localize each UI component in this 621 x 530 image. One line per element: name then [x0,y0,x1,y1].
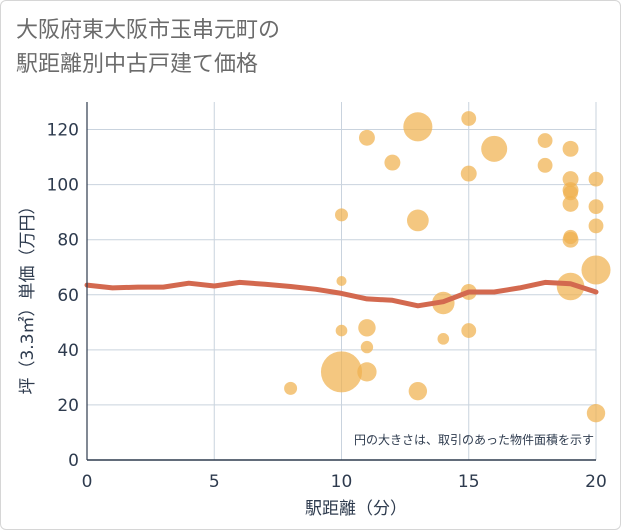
y-tick-label-100: 100 [47,176,79,196]
bubble-point [358,319,376,337]
x-tick-label-5: 5 [209,472,220,492]
y-tick-label-20: 20 [57,396,79,416]
bubble-point [336,275,347,287]
bubble-point [537,157,553,173]
bubble-point [563,185,578,201]
bubble-point [406,209,429,232]
bubble-point [284,381,298,395]
bubble-point [403,112,433,142]
bubble-point [437,333,450,345]
bubble-point [588,199,604,215]
x-tick-label-10: 10 [331,472,353,492]
bubble-series [284,111,611,423]
chart-title-line2: 駅距離別中古戸建て価格 [16,52,259,77]
bubble-point [358,129,375,146]
x-tick-label-0: 0 [82,472,93,492]
tick-labels: 0 20 40 60 80 100 120 0 5 10 15 20 [47,121,607,492]
axes [86,102,596,461]
bubble-point [481,135,508,162]
bubble-point [588,218,604,234]
bubble-point [562,195,579,212]
y-tick-label-40: 40 [57,341,79,361]
bubble-point [586,403,606,423]
y-tick-label-60: 60 [57,286,79,306]
bubble-point [563,229,578,245]
size-legend-note: 円の大きさは、取引のあった物件面積を示す [354,432,594,447]
bubble-point [562,140,579,157]
bubble-point [588,171,604,187]
bubble-point [360,340,374,354]
bubble-point [357,362,377,382]
y-tick-label-0: 0 [68,451,79,471]
trend-series [84,279,599,309]
bubble-point [335,324,348,337]
x-tick-label-15: 15 [458,472,480,492]
trend-line [84,279,599,309]
bubble-point [537,133,553,148]
bubble-point [335,208,348,222]
bubble-point [384,154,401,171]
bubble-point [320,351,363,393]
bubble-point [408,381,428,401]
y-axis-label: 坪（3.3㎡）単価（万円） [18,197,38,394]
y-tick-label-120: 120 [47,121,79,141]
bubble-point [461,111,477,126]
y-tick-label-80: 80 [57,231,79,251]
bubble-point [562,171,579,188]
x-tick-label-20: 20 [585,472,607,492]
bubble-point [556,272,585,301]
bubble-point [581,255,611,285]
bubble-point [460,165,477,182]
bubble-point [461,323,477,338]
x-axis-label: 駅距離（分） [305,499,407,519]
chart-title-line1: 大阪府東大阪市玉串元町の [16,18,281,43]
chart-title: 大阪府東大阪市玉串元町の 駅距離別中古戸建て価格 [16,14,280,82]
